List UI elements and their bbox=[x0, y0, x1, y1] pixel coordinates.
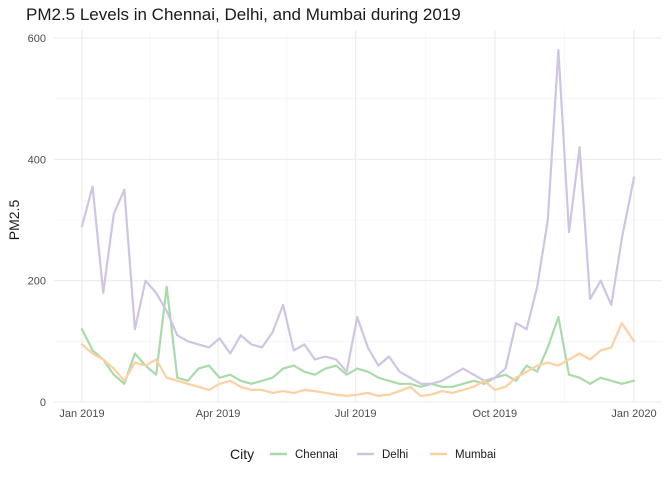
legend-label-delhi: Delhi bbox=[382, 449, 408, 461]
series-lines bbox=[80, 48, 636, 397]
y-tick-label: 400 bbox=[28, 154, 46, 166]
series-line-mumbai bbox=[80, 322, 636, 397]
series-line-delhi bbox=[80, 48, 636, 385]
legend: City Chennai Delhi Mumbai bbox=[230, 446, 496, 462]
chart-title: PM2.5 Levels in Chennai, Delhi, and Mumb… bbox=[26, 5, 461, 24]
x-tick-label: Jul 2019 bbox=[335, 408, 377, 420]
y-tick-label: 600 bbox=[28, 33, 46, 45]
y-axis-ticks: 0 200 400 600 bbox=[28, 33, 46, 409]
legend-label-mumbai: Mumbai bbox=[455, 449, 496, 461]
x-tick-label: Jan 2019 bbox=[59, 408, 104, 420]
series-line-chennai bbox=[80, 285, 636, 388]
legend-label-chennai: Chennai bbox=[295, 449, 338, 461]
y-tick-label: 0 bbox=[40, 397, 46, 409]
x-tick-label: Apr 2019 bbox=[196, 408, 241, 420]
x-axis-ticks: Jan 2019 Apr 2019 Jul 2019 Oct 2019 Jan 2020 bbox=[59, 408, 656, 420]
y-axis-title: PM2.5 bbox=[6, 200, 22, 241]
legend-title: City bbox=[230, 446, 254, 462]
x-tick-label: Jan 2020 bbox=[611, 408, 656, 420]
x-tick-label: Oct 2019 bbox=[473, 408, 518, 420]
y-tick-label: 200 bbox=[28, 276, 46, 288]
